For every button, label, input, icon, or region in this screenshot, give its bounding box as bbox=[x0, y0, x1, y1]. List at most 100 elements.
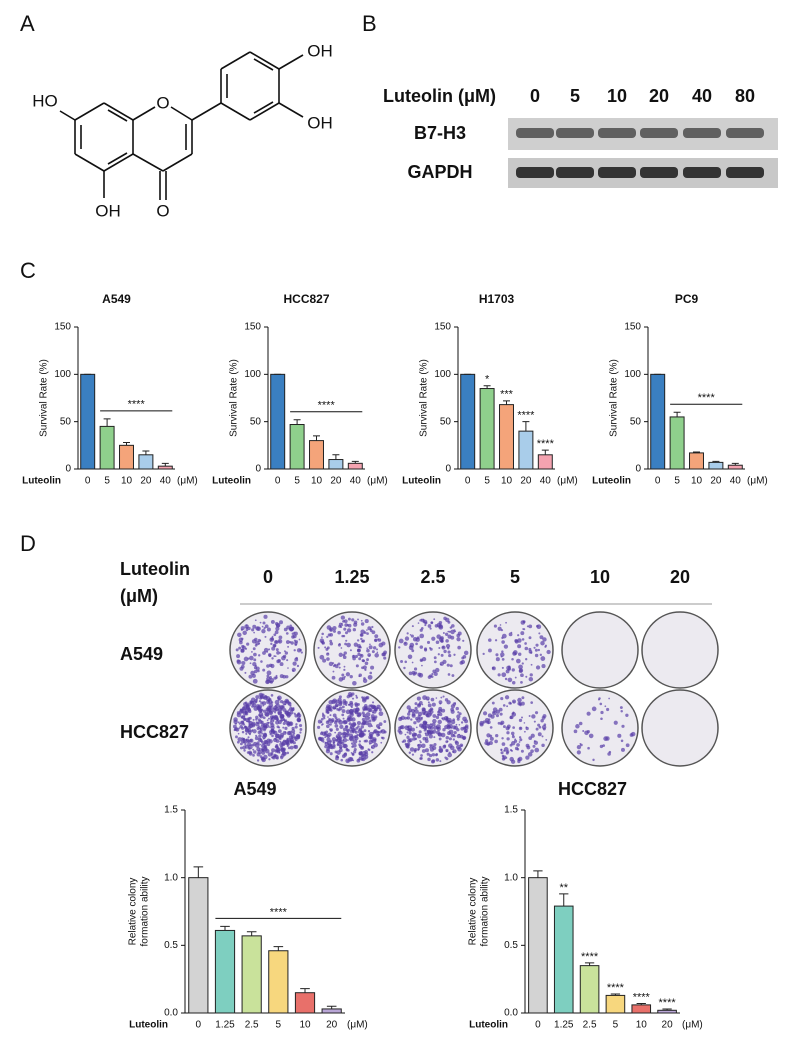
colony-dot bbox=[600, 710, 604, 715]
colony-dot bbox=[528, 676, 534, 682]
colony-dot bbox=[501, 666, 504, 669]
colony-dot bbox=[332, 629, 336, 633]
blot-band bbox=[640, 128, 678, 138]
colony-dot bbox=[420, 618, 423, 621]
colony-dot bbox=[246, 720, 249, 723]
colony-dot bbox=[456, 734, 461, 739]
colony-dot bbox=[586, 711, 591, 716]
colony-dot bbox=[500, 751, 504, 755]
colony-dot bbox=[508, 701, 512, 705]
colony-dot bbox=[253, 706, 259, 711]
blot-dose-label: 40 bbox=[692, 86, 712, 106]
colony-dot bbox=[271, 755, 275, 759]
colony-dot bbox=[342, 737, 348, 743]
colony-dot bbox=[512, 651, 517, 656]
colony-dot bbox=[270, 619, 275, 624]
colony-dot bbox=[490, 714, 495, 719]
colony-dot bbox=[343, 665, 346, 668]
colony-dot bbox=[357, 618, 359, 621]
colony-dot bbox=[336, 735, 339, 738]
colony-dot bbox=[293, 712, 296, 715]
colony-dot bbox=[278, 620, 284, 625]
colony-dot bbox=[287, 709, 290, 712]
colony-dot bbox=[419, 633, 425, 639]
colony-dot bbox=[259, 621, 262, 624]
colony-dot bbox=[299, 731, 302, 734]
colony-dot bbox=[279, 740, 282, 743]
colony-dot bbox=[374, 708, 378, 712]
colony-dot bbox=[448, 630, 451, 633]
colony-dot bbox=[498, 707, 503, 712]
bar bbox=[270, 373, 286, 470]
colony-dot bbox=[358, 645, 361, 649]
error-bar bbox=[541, 449, 549, 455]
colony-dot bbox=[370, 665, 375, 670]
colony-dot bbox=[345, 747, 349, 751]
colony-dot bbox=[457, 631, 462, 636]
colony-dot bbox=[340, 647, 343, 649]
colony-dot bbox=[285, 675, 289, 679]
colony-dot bbox=[420, 627, 424, 630]
x-tick-label: 40 bbox=[540, 476, 552, 487]
colony-dot bbox=[431, 636, 436, 641]
colony-dot bbox=[345, 725, 348, 728]
colony-dot bbox=[248, 747, 251, 750]
atom-label: OH bbox=[307, 113, 333, 132]
colony-dot bbox=[528, 636, 532, 640]
colony-dot bbox=[286, 659, 289, 662]
colony-dot bbox=[275, 745, 278, 748]
colony-dot bbox=[367, 674, 373, 680]
colony-dot bbox=[255, 715, 259, 720]
blot-dose-label: 5 bbox=[570, 86, 580, 106]
colony-dot bbox=[259, 729, 263, 734]
colony-dot bbox=[494, 639, 498, 642]
colony-dot bbox=[342, 719, 348, 725]
colony-dot bbox=[243, 749, 246, 752]
colony-dot bbox=[350, 742, 354, 745]
colony-dot bbox=[591, 706, 597, 712]
colony-dot bbox=[511, 680, 516, 685]
bar bbox=[460, 373, 476, 470]
colony-dot bbox=[235, 648, 239, 652]
colony-dot bbox=[273, 655, 276, 657]
colony-dot bbox=[520, 631, 525, 636]
colony-dot bbox=[260, 660, 263, 663]
colony-dot bbox=[599, 702, 603, 706]
colony-dot bbox=[324, 736, 327, 739]
atom-label: O bbox=[156, 201, 169, 220]
colony-dot bbox=[351, 697, 355, 700]
colony-dot bbox=[253, 741, 257, 746]
colony-dot bbox=[261, 629, 266, 634]
colony-dot bbox=[578, 721, 583, 726]
colony-dot bbox=[446, 663, 450, 667]
colony-dot bbox=[413, 721, 417, 725]
colony-dot bbox=[407, 654, 413, 660]
colony-dot bbox=[506, 705, 509, 708]
colony-dot bbox=[275, 756, 279, 760]
colony-dot bbox=[530, 733, 535, 738]
colony-dot bbox=[351, 728, 357, 733]
colony-dot bbox=[326, 635, 329, 639]
error-bar bbox=[731, 462, 739, 466]
blot-dose-label: 80 bbox=[735, 86, 755, 106]
y-tick-label: 1.5 bbox=[504, 805, 518, 816]
colony-dot bbox=[284, 703, 287, 706]
colony-dot bbox=[253, 631, 255, 634]
colony-dot bbox=[367, 722, 373, 728]
colony-dot bbox=[512, 701, 515, 703]
colony-dot bbox=[287, 645, 290, 648]
colony-dot bbox=[427, 703, 432, 708]
colony-dot bbox=[342, 734, 347, 739]
colony-dot bbox=[621, 724, 625, 728]
x-tick-label: 5 bbox=[104, 476, 110, 487]
y-tick-label: 150 bbox=[434, 322, 451, 333]
colony-dot bbox=[450, 704, 456, 709]
colony-dot bbox=[437, 719, 442, 725]
y-tick-label: 0 bbox=[65, 464, 71, 475]
colony-dot bbox=[576, 750, 581, 755]
colony-dot bbox=[322, 713, 325, 716]
colony-dot bbox=[446, 716, 449, 719]
colony-dot bbox=[455, 723, 458, 726]
colony-dot bbox=[322, 740, 325, 743]
colony-dot bbox=[625, 713, 629, 717]
